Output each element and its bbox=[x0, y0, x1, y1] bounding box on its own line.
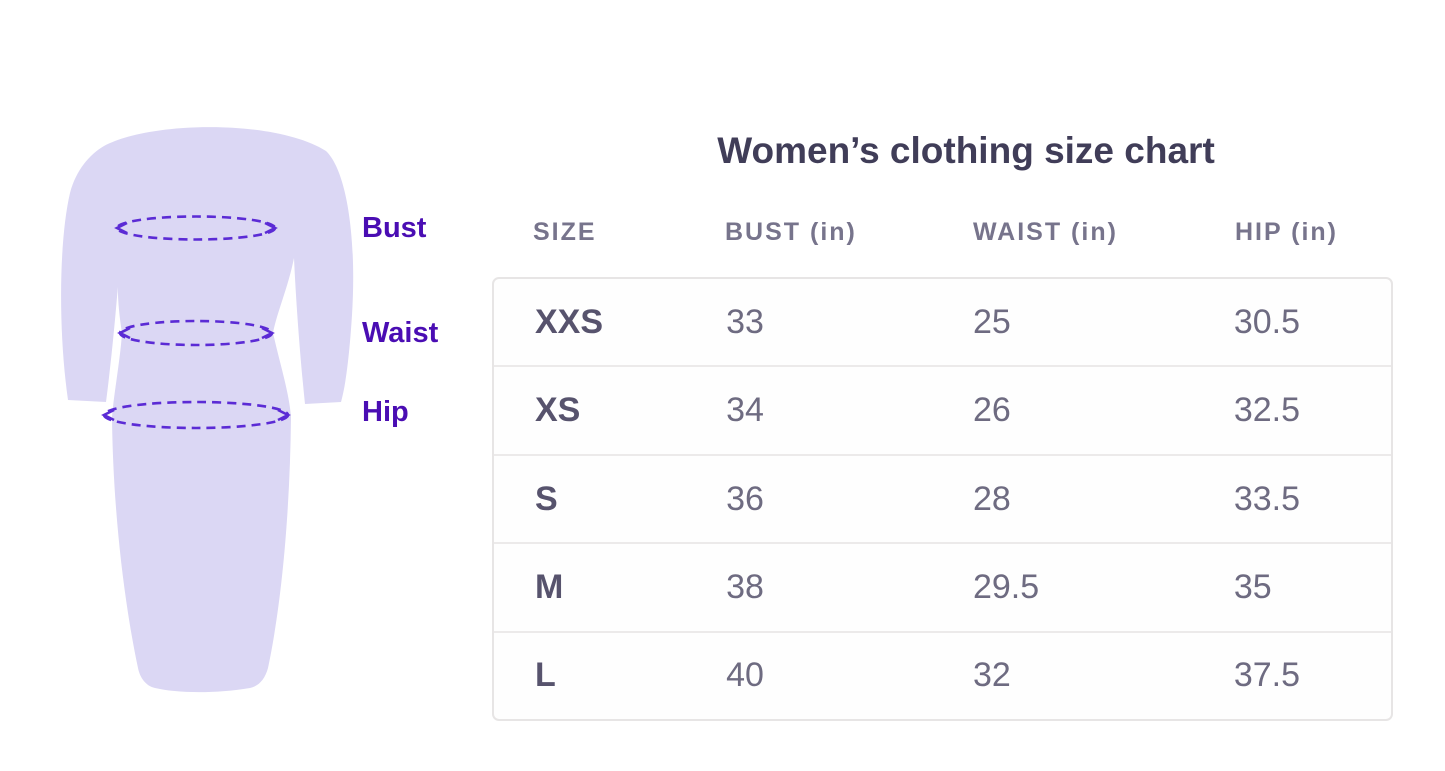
bust-cell: 34 bbox=[726, 391, 764, 430]
bust-label: Bust bbox=[362, 212, 427, 244]
table-row: XS 34 26 32.5 bbox=[494, 365, 1391, 453]
hip-cell: 35 bbox=[1233, 567, 1272, 606]
column-header-hip: HIP (in) bbox=[1234, 218, 1338, 246]
size-table: XXS 33 25 30.5 XS 34 26 32.5 S 36 28 33.… bbox=[492, 277, 1393, 721]
table-header-row: SIZE BUST (in) WAIST (in) HIP (in) bbox=[492, 218, 1393, 247]
size-cell: XS bbox=[535, 391, 581, 430]
waist-cell: 32 bbox=[972, 656, 1011, 695]
waist-cell: 29.5 bbox=[972, 567, 1040, 606]
waist-cell: 26 bbox=[972, 391, 1011, 430]
size-cell: M bbox=[535, 567, 564, 606]
bust-cell: 38 bbox=[726, 567, 764, 606]
waist-arrow-tips bbox=[117, 326, 275, 340]
bust-cell: 36 bbox=[726, 479, 764, 518]
hip-arrow-tips bbox=[101, 408, 291, 422]
table-row: XXS 33 25 30.5 bbox=[494, 279, 1391, 365]
bust-cell: 33 bbox=[726, 302, 764, 341]
dress-figure-panel: Bust Waist Hip bbox=[0, 0, 470, 771]
column-header-size: SIZE bbox=[533, 218, 597, 246]
waist-cell: 28 bbox=[972, 479, 1011, 518]
page-title: Women’s clothing size chart bbox=[717, 129, 1215, 171]
size-cell: XXS bbox=[535, 302, 604, 341]
table-row: S 36 28 33.5 bbox=[494, 453, 1391, 542]
table-row: M 38 29.5 35 bbox=[494, 542, 1391, 630]
size-cell: S bbox=[535, 479, 558, 518]
column-header-waist: WAIST (in) bbox=[972, 218, 1118, 246]
column-header-bust: BUST (in) bbox=[725, 218, 857, 246]
table-row: L 40 32 37.5 bbox=[494, 630, 1391, 719]
hip-label: Hip bbox=[362, 396, 409, 428]
dress-silhouette bbox=[61, 127, 354, 693]
waist-label: Waist bbox=[362, 317, 439, 349]
hip-cell: 37.5 bbox=[1233, 656, 1301, 695]
dress-illustration bbox=[61, 127, 354, 693]
hip-cell: 30.5 bbox=[1233, 302, 1301, 341]
bust-arrow-tips bbox=[114, 221, 278, 235]
bust-cell: 40 bbox=[726, 656, 764, 695]
waist-cell: 25 bbox=[972, 302, 1011, 341]
size-cell: L bbox=[535, 656, 556, 695]
hip-cell: 32.5 bbox=[1233, 391, 1301, 430]
hip-cell: 33.5 bbox=[1233, 479, 1301, 518]
